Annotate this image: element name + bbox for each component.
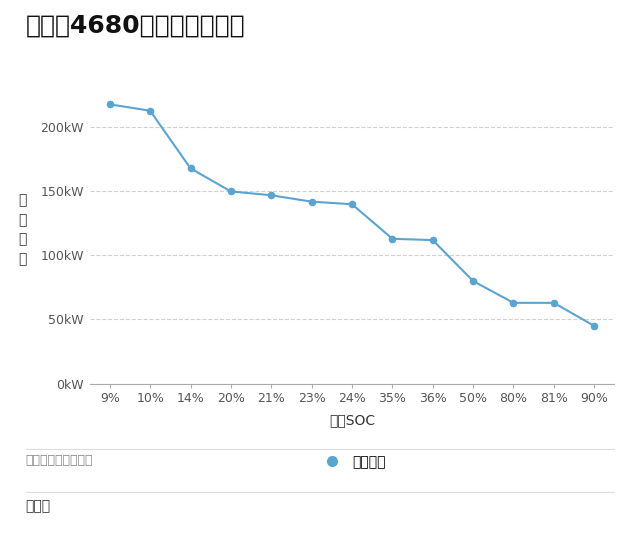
Y-axis label: 充
电
功
率: 充 电 功 率 bbox=[19, 194, 27, 266]
Legend: 充电功率: 充电功率 bbox=[319, 455, 385, 469]
Text: 特斯拉4680快充功率曲线图: 特斯拉4680快充功率曲线图 bbox=[26, 14, 245, 38]
Text: 汽车电子设计: 汽车电子设计 bbox=[561, 530, 584, 535]
Text: 数据来源：测试数据: 数据来源：测试数据 bbox=[26, 454, 93, 467]
X-axis label: 充电SOC: 充电SOC bbox=[329, 413, 375, 427]
Text: 朱玉龙: 朱玉龙 bbox=[26, 499, 51, 513]
